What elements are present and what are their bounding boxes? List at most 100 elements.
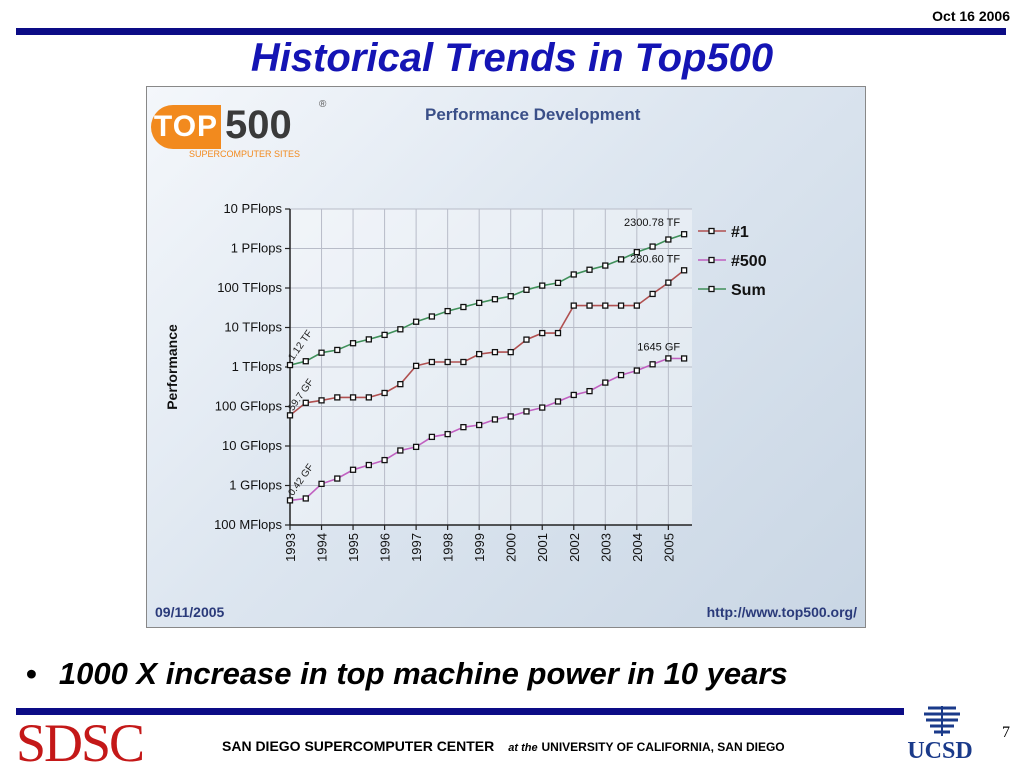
chart-title: Performance Development <box>425 105 641 124</box>
data-point <box>349 466 357 473</box>
x-tick-label: 2002 <box>567 533 582 562</box>
data-point <box>302 495 309 502</box>
data-point <box>539 404 546 411</box>
chart-date: 09/11/2005 <box>155 604 225 620</box>
chart-image: 10 PFlops 1 PFlops 100 TFlops 10 TFlops 1 TF… <box>146 86 866 628</box>
bullet-text: 1000 X increase in top machine power in … <box>58 656 788 691</box>
top500-logo-number: 500 <box>225 103 292 147</box>
data-point <box>444 358 451 366</box>
data-point <box>428 433 436 441</box>
y-tick-label: 10 GFlops <box>222 438 282 453</box>
data-point <box>381 389 388 397</box>
data-point <box>318 480 325 488</box>
bottom-divider-bar <box>16 708 904 715</box>
data-point <box>318 349 325 356</box>
data-point <box>617 371 625 379</box>
data-point <box>586 302 593 309</box>
y-tick-label: 100 MFlops <box>214 517 282 532</box>
data-point <box>397 326 404 333</box>
data-point <box>570 302 577 309</box>
legend-marker <box>708 256 715 264</box>
data-point <box>476 421 483 429</box>
data-point <box>665 279 672 286</box>
data-point <box>507 413 514 420</box>
data-point <box>349 340 357 347</box>
data-point <box>665 236 672 243</box>
data-point <box>365 336 372 343</box>
data-point <box>602 262 609 269</box>
data-point <box>586 266 593 273</box>
ucsd-logo: UCSD <box>904 704 976 766</box>
data-point <box>397 447 404 454</box>
center-name: SAN DIEGO SUPERCOMPUTER CENTER <box>222 738 495 754</box>
data-point <box>570 391 577 399</box>
x-tick-label: 1999 <box>472 533 487 562</box>
page-number: 7 <box>1002 724 1010 741</box>
data-point <box>665 355 672 362</box>
data-point <box>554 398 562 405</box>
data-point <box>460 303 467 311</box>
data-point <box>539 282 546 289</box>
trident-icon <box>924 706 960 736</box>
data-point <box>365 394 372 401</box>
data-point <box>334 346 341 354</box>
data-point <box>649 243 656 250</box>
data-point <box>617 256 625 263</box>
performance-chart: 10 PFlops 1 PFlops 100 TFlops 10 TFlops 1 TF… <box>164 201 767 562</box>
slide-title: Historical Trends in Top500 <box>250 36 774 80</box>
data-point <box>412 362 420 370</box>
data-point <box>491 416 499 423</box>
data-label: 1645 GF <box>637 341 680 353</box>
y-tick-label: 100 GFlops <box>215 399 283 414</box>
data-point <box>602 302 609 309</box>
y-tick-label: 1 PFlops <box>231 241 283 256</box>
data-point <box>554 329 562 337</box>
x-tick-label: 1994 <box>315 533 330 562</box>
data-point <box>633 248 640 256</box>
data-point <box>680 267 688 274</box>
data-point <box>617 302 625 309</box>
data-point <box>412 318 420 325</box>
data-point <box>381 456 388 464</box>
data-point <box>491 348 499 356</box>
data-point <box>507 348 514 356</box>
data-point <box>570 271 577 278</box>
data-point <box>302 399 309 406</box>
registered-mark: ® <box>319 99 327 110</box>
ucsd-logo-text: UCSD <box>907 738 973 764</box>
data-point <box>381 331 388 339</box>
x-tick-label: 1996 <box>378 533 393 562</box>
data-point <box>349 394 357 401</box>
sdsc-logo: SDSC <box>16 713 145 773</box>
data-point <box>412 443 420 451</box>
bullet-dot-icon: • <box>26 656 37 691</box>
x-tick-label: 2003 <box>598 533 613 562</box>
data-point <box>491 296 499 303</box>
data-point <box>680 231 688 238</box>
data-point <box>286 497 294 504</box>
legend-label: #1 <box>731 224 749 241</box>
data-point <box>649 290 656 298</box>
data-point <box>428 358 436 366</box>
data-point <box>633 302 640 309</box>
data-point <box>397 380 404 388</box>
x-tick-label: 2004 <box>630 533 645 562</box>
data-point <box>633 367 640 374</box>
data-point <box>649 361 656 368</box>
data-point <box>539 329 546 337</box>
top500-logo-subtitle: SUPERCOMPUTER SITES <box>189 149 301 159</box>
y-tick-label: 100 TFlops <box>217 280 282 295</box>
data-label: 2300.78 TF <box>624 217 680 229</box>
bullet-point: • 1000 X increase in top machine power in… <box>26 656 788 692</box>
data-point <box>602 379 609 386</box>
data-point <box>554 279 562 287</box>
y-tick-label: 1 GFlops <box>229 478 282 493</box>
data-point <box>507 293 514 300</box>
data-point <box>334 394 341 401</box>
x-tick-label: 2005 <box>661 533 676 562</box>
data-point <box>523 408 530 415</box>
data-point <box>444 430 451 438</box>
at-the-text: at the <box>508 742 538 754</box>
x-tick-label: 1995 <box>346 533 361 562</box>
data-point <box>286 412 294 419</box>
